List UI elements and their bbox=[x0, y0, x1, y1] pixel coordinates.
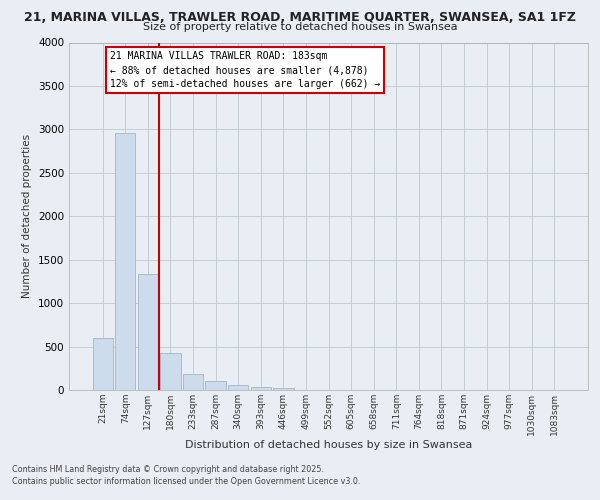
Text: 21, MARINA VILLAS, TRAWLER ROAD, MARITIME QUARTER, SWANSEA, SA1 1FZ: 21, MARINA VILLAS, TRAWLER ROAD, MARITIM… bbox=[24, 11, 576, 24]
X-axis label: Distribution of detached houses by size in Swansea: Distribution of detached houses by size … bbox=[185, 440, 472, 450]
Bar bbox=[115, 133, 136, 390]
Bar bbox=[160, 352, 181, 390]
Bar bbox=[92, 338, 113, 390]
Text: 21 MARINA VILLAS TRAWLER ROAD: 183sqm
← 88% of detached houses are smaller (4,87: 21 MARINA VILLAS TRAWLER ROAD: 183sqm ← … bbox=[110, 51, 380, 89]
Text: Size of property relative to detached houses in Swansea: Size of property relative to detached ho… bbox=[143, 22, 457, 32]
Bar bbox=[138, 274, 158, 390]
Bar bbox=[251, 387, 271, 390]
Bar bbox=[228, 385, 248, 390]
Y-axis label: Number of detached properties: Number of detached properties bbox=[22, 134, 32, 298]
Text: Contains HM Land Registry data © Crown copyright and database right 2025.: Contains HM Land Registry data © Crown c… bbox=[12, 466, 324, 474]
Text: Contains public sector information licensed under the Open Government Licence v3: Contains public sector information licen… bbox=[12, 476, 361, 486]
Bar bbox=[183, 374, 203, 390]
Bar bbox=[273, 388, 293, 390]
Bar bbox=[205, 381, 226, 390]
